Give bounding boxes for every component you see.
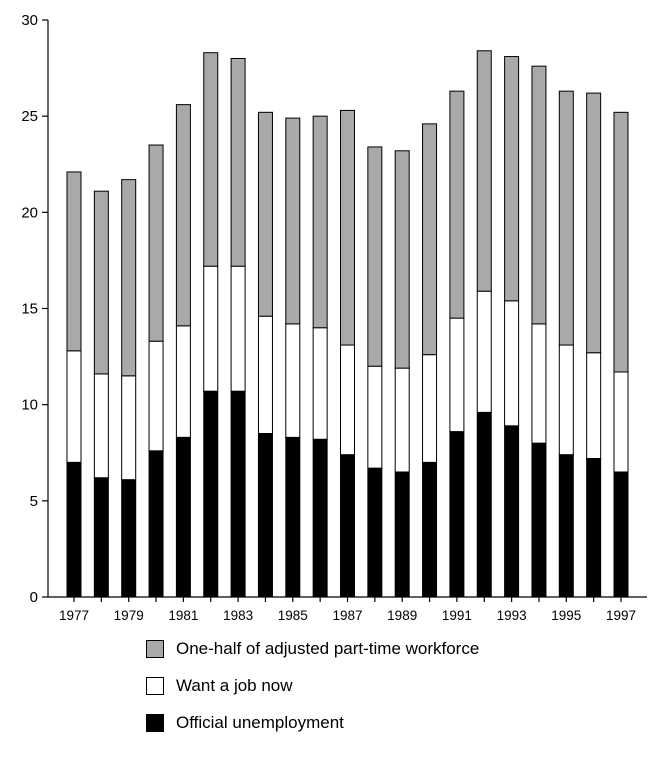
- y-tick-label-25: 25: [21, 108, 38, 125]
- y-tick-label-30: 30: [21, 12, 38, 29]
- legend-swatch-official: [146, 713, 164, 732]
- bar-1982-series-1: [203, 265, 219, 392]
- y-tick-label-15: 15: [21, 301, 38, 318]
- bar-1990-series-0: [422, 461, 438, 598]
- x-tick-label-1989: 1989: [387, 608, 417, 623]
- bar-1980-series-0: [148, 450, 164, 598]
- bar-1996-series-0: [586, 458, 602, 598]
- bar-1986-series-2: [312, 115, 328, 329]
- bar-1988-series-0: [367, 467, 383, 598]
- bar-1992-series-2: [476, 50, 492, 292]
- x-tick-label-1985: 1985: [278, 608, 308, 623]
- bar-1979-series-0: [121, 479, 137, 598]
- bar-1995-series-1: [558, 344, 574, 456]
- legend-item-want-job: Want a job now: [146, 667, 479, 704]
- bar-1984-series-2: [257, 111, 273, 317]
- y-tick-label-0: 0: [30, 589, 38, 606]
- bar-1994-series-2: [531, 65, 547, 325]
- bar-1988-series-2: [367, 146, 383, 367]
- bar-1991-series-0: [449, 431, 465, 598]
- bar-1984-series-0: [257, 433, 273, 598]
- bar-1997-series-1: [613, 371, 629, 473]
- bar-1993-series-2: [504, 56, 520, 302]
- bar-1987-series-2: [340, 109, 355, 346]
- bar-1979-series-1: [121, 375, 137, 481]
- bar-1991-series-2: [449, 90, 465, 319]
- x-tick-label-1991: 1991: [442, 608, 472, 623]
- bar-1992-series-0: [476, 411, 492, 598]
- legend: One-half of adjusted part-time workforce…: [146, 630, 479, 741]
- x-tick-label-1997: 1997: [606, 608, 636, 623]
- bar-1993-series-1: [504, 300, 520, 427]
- bar-1995-series-2: [558, 90, 574, 346]
- x-tick-label-1993: 1993: [497, 608, 527, 623]
- legend-item-part-time: One-half of adjusted part-time workforce: [146, 630, 479, 667]
- bar-1981-series-1: [175, 325, 191, 438]
- bar-1983-series-2: [230, 57, 246, 267]
- legend-label-want-job: Want a job now: [176, 675, 293, 695]
- y-axis-ticks: 0 5 10 15 20 25 30: [21, 12, 48, 606]
- legend-swatch-part-time: [146, 639, 164, 658]
- y-tick-label-20: 20: [21, 204, 38, 221]
- bar-1980-series-2: [148, 144, 164, 342]
- x-axis-ticks: 1977 1979 1981 1983 1985 1987 1989 1991 1993 1995…: [59, 597, 636, 623]
- bar-1985-series-1: [285, 323, 301, 438]
- y-tick-label-5: 5: [30, 493, 38, 510]
- bar-1978-series-1: [93, 373, 109, 479]
- y-tick-label-10: 10: [21, 397, 38, 414]
- bar-1977-series-0: [66, 461, 82, 598]
- bar-1996-series-2: [586, 92, 602, 354]
- bar-1994-series-0: [531, 442, 547, 598]
- bar-1982-series-2: [203, 52, 219, 267]
- bar-1997-series-0: [613, 471, 629, 598]
- x-tick-label-1979: 1979: [114, 608, 144, 623]
- bar-1995-series-0: [558, 454, 574, 598]
- bar-1994-series-1: [531, 323, 547, 444]
- bar-1990-series-1: [422, 354, 438, 463]
- bar-1977-series-1: [66, 350, 82, 463]
- bar-1978-series-2: [93, 190, 109, 375]
- bar-1987-series-1: [340, 344, 355, 456]
- bar-1985-series-0: [285, 436, 301, 598]
- bar-1977-series-2: [66, 171, 82, 352]
- x-tick-label-1977: 1977: [59, 608, 89, 623]
- bars-group: [66, 50, 629, 598]
- bar-1980-series-1: [148, 340, 164, 452]
- bar-1983-series-0: [230, 390, 246, 598]
- x-tick-label-1983: 1983: [223, 608, 253, 623]
- bar-1986-series-0: [312, 438, 328, 598]
- bar-1986-series-1: [312, 327, 328, 440]
- x-tick-label-1987: 1987: [332, 608, 362, 623]
- bar-1978-series-0: [93, 477, 109, 598]
- legend-swatch-want-job: [146, 676, 164, 695]
- bar-1989-series-1: [394, 367, 410, 473]
- legend-label-part-time: One-half of adjusted part-time workforce: [176, 638, 480, 658]
- bar-1981-series-2: [175, 104, 191, 327]
- bar-1991-series-1: [449, 317, 465, 433]
- bar-1985-series-2: [285, 117, 301, 325]
- bar-1981-series-0: [175, 436, 191, 598]
- bar-1984-series-1: [257, 315, 273, 435]
- legend-item-official: Official unemployment: [146, 704, 479, 741]
- bar-1982-series-0: [203, 390, 219, 598]
- bar-1987-series-0: [340, 454, 355, 598]
- bar-1996-series-1: [586, 352, 602, 460]
- x-tick-label-1995: 1995: [551, 608, 581, 623]
- bar-1990-series-2: [422, 123, 438, 356]
- bar-1983-series-1: [230, 265, 246, 392]
- bar-1993-series-0: [504, 425, 520, 598]
- bar-1988-series-1: [367, 365, 383, 469]
- legend-label-official: Official unemployment: [176, 712, 344, 732]
- bar-1979-series-2: [121, 179, 137, 377]
- bar-1989-series-2: [394, 150, 410, 369]
- bar-1989-series-0: [394, 471, 410, 598]
- bar-1997-series-2: [613, 111, 629, 373]
- stacked-bar-chart: 0 5 10 15 20 25 30 1977 1979 1981 1983 1985 1987 198…: [21, 12, 647, 623]
- bar-1992-series-1: [476, 290, 492, 413]
- x-tick-label-1981: 1981: [168, 608, 198, 623]
